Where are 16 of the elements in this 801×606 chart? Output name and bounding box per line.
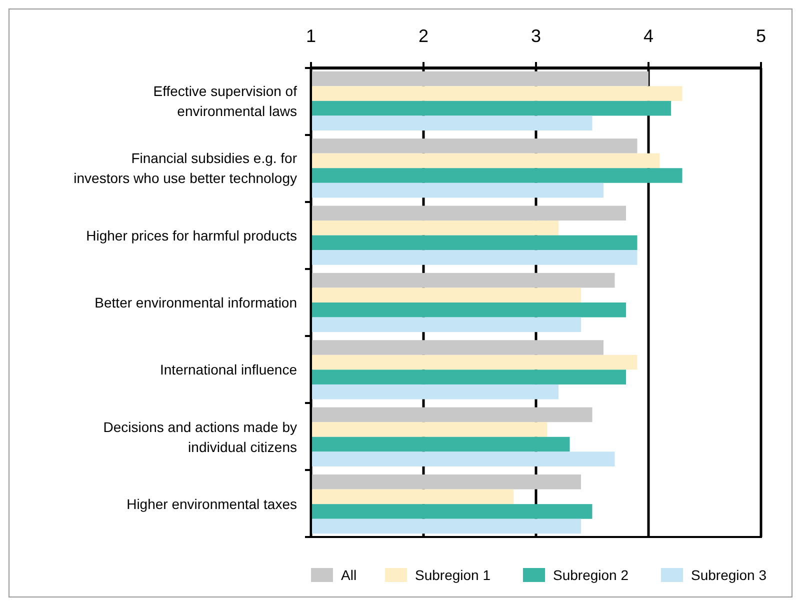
y-tick-label: Effective supervision of environmental laws (153, 82, 298, 119)
x-tick-label: 5 (756, 26, 766, 46)
x-tick-label: 1 (306, 26, 316, 46)
x-tick-label: 3 (530, 26, 542, 46)
y-tick-label: Financial subsidies e.g. for investors who use better technology (74, 150, 298, 186)
legend-label: Subregion 2 (553, 567, 629, 583)
legend-label: Subregion 3 (691, 567, 767, 583)
y-tick-label: Higher prices for harmful products (86, 227, 297, 244)
legend-label: All (341, 567, 357, 583)
y-tick-label: Better environmental information (94, 294, 297, 310)
y-tick-label: Higher environmental taxes (126, 496, 297, 512)
x-tick-label: 2 (418, 26, 429, 46)
y-tick-label: Decisions and actions made by individual citizens (103, 418, 297, 455)
y-tick-label: International influence (160, 362, 298, 378)
x-tick-label: 4 (643, 26, 654, 46)
legend-label: Subregion 1 (415, 567, 491, 583)
